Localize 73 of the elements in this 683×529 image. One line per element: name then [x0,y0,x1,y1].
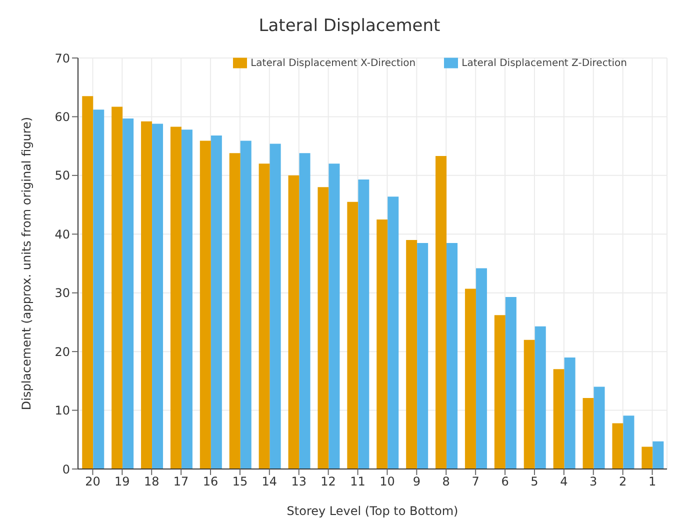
x-tick-label: 10 [380,474,395,489]
bar [328,164,340,469]
y-axis-title: Displacement (approx. units from original figure) [19,116,34,410]
bar [553,369,564,469]
x-axis-title: Storey Level (Top to Bottom) [286,504,458,518]
x-tick-label: 5 [530,474,538,489]
bar [152,124,164,469]
bar [436,156,447,469]
bar [534,326,546,469]
bar [406,240,418,469]
x-tick-label: 11 [350,474,366,489]
x-tick-label: 9 [412,474,420,489]
bar [505,296,516,469]
y-tick-label: 60 [54,110,70,124]
bar [358,180,370,469]
bar [200,140,211,469]
bar [288,175,300,469]
bar [170,126,182,469]
bar [446,242,458,469]
bar [376,219,388,469]
x-tick-label: 17 [173,474,189,489]
bar [594,386,605,469]
bar [564,357,576,469]
bar [258,164,270,469]
x-tick-label: 18 [144,474,160,489]
bar [464,288,476,469]
y-tick-label: 70 [54,51,70,66]
legend-label: Lateral Displacement Z-Direction [462,58,627,69]
bar [270,144,281,469]
x-tick-label: 2 [619,474,627,489]
y-tick-label: 30 [54,286,70,300]
x-tick-label: 19 [114,474,130,489]
x-tick-label: 6 [501,474,509,489]
bar [181,130,192,469]
legend-label: Lateral Displacement X-Direction [250,58,416,69]
bar [82,96,94,469]
x-tick-label: 7 [472,474,480,489]
bar [299,153,310,469]
x-tick-label: 8 [442,474,450,489]
x-tick-label: 4 [560,474,568,489]
y-tick-label: 20 [54,344,70,359]
x-tick-label: 15 [232,474,248,489]
y-tick-label: 10 [54,404,70,418]
bar [347,202,358,469]
y-tick-label: 40 [54,227,70,242]
x-tick-label: 13 [291,474,307,489]
bar [582,398,594,469]
bar [210,136,222,469]
x-tick-label: 20 [85,474,100,489]
bar [417,242,428,469]
bar [93,110,104,469]
y-tick-label: 50 [54,168,70,183]
bar [524,340,535,469]
bar [240,140,252,469]
x-tick-label: 14 [262,474,278,489]
bar [623,416,634,469]
bar [476,268,487,469]
y-tick-label: 0 [62,462,70,476]
bar [229,153,240,469]
x-tick-label: 16 [202,474,218,489]
bar [642,446,653,469]
bar [612,423,624,469]
bar [388,196,399,469]
x-tick-label: 1 [648,474,656,489]
bar [318,187,329,469]
bar [652,441,664,469]
x-tick-label: 12 [320,474,336,489]
chart-title: Lateral Displacement [258,16,442,36]
bar [122,118,134,469]
bar [112,106,123,469]
bar [141,121,152,469]
x-tick-label: 3 [590,474,598,489]
bar [494,315,506,469]
